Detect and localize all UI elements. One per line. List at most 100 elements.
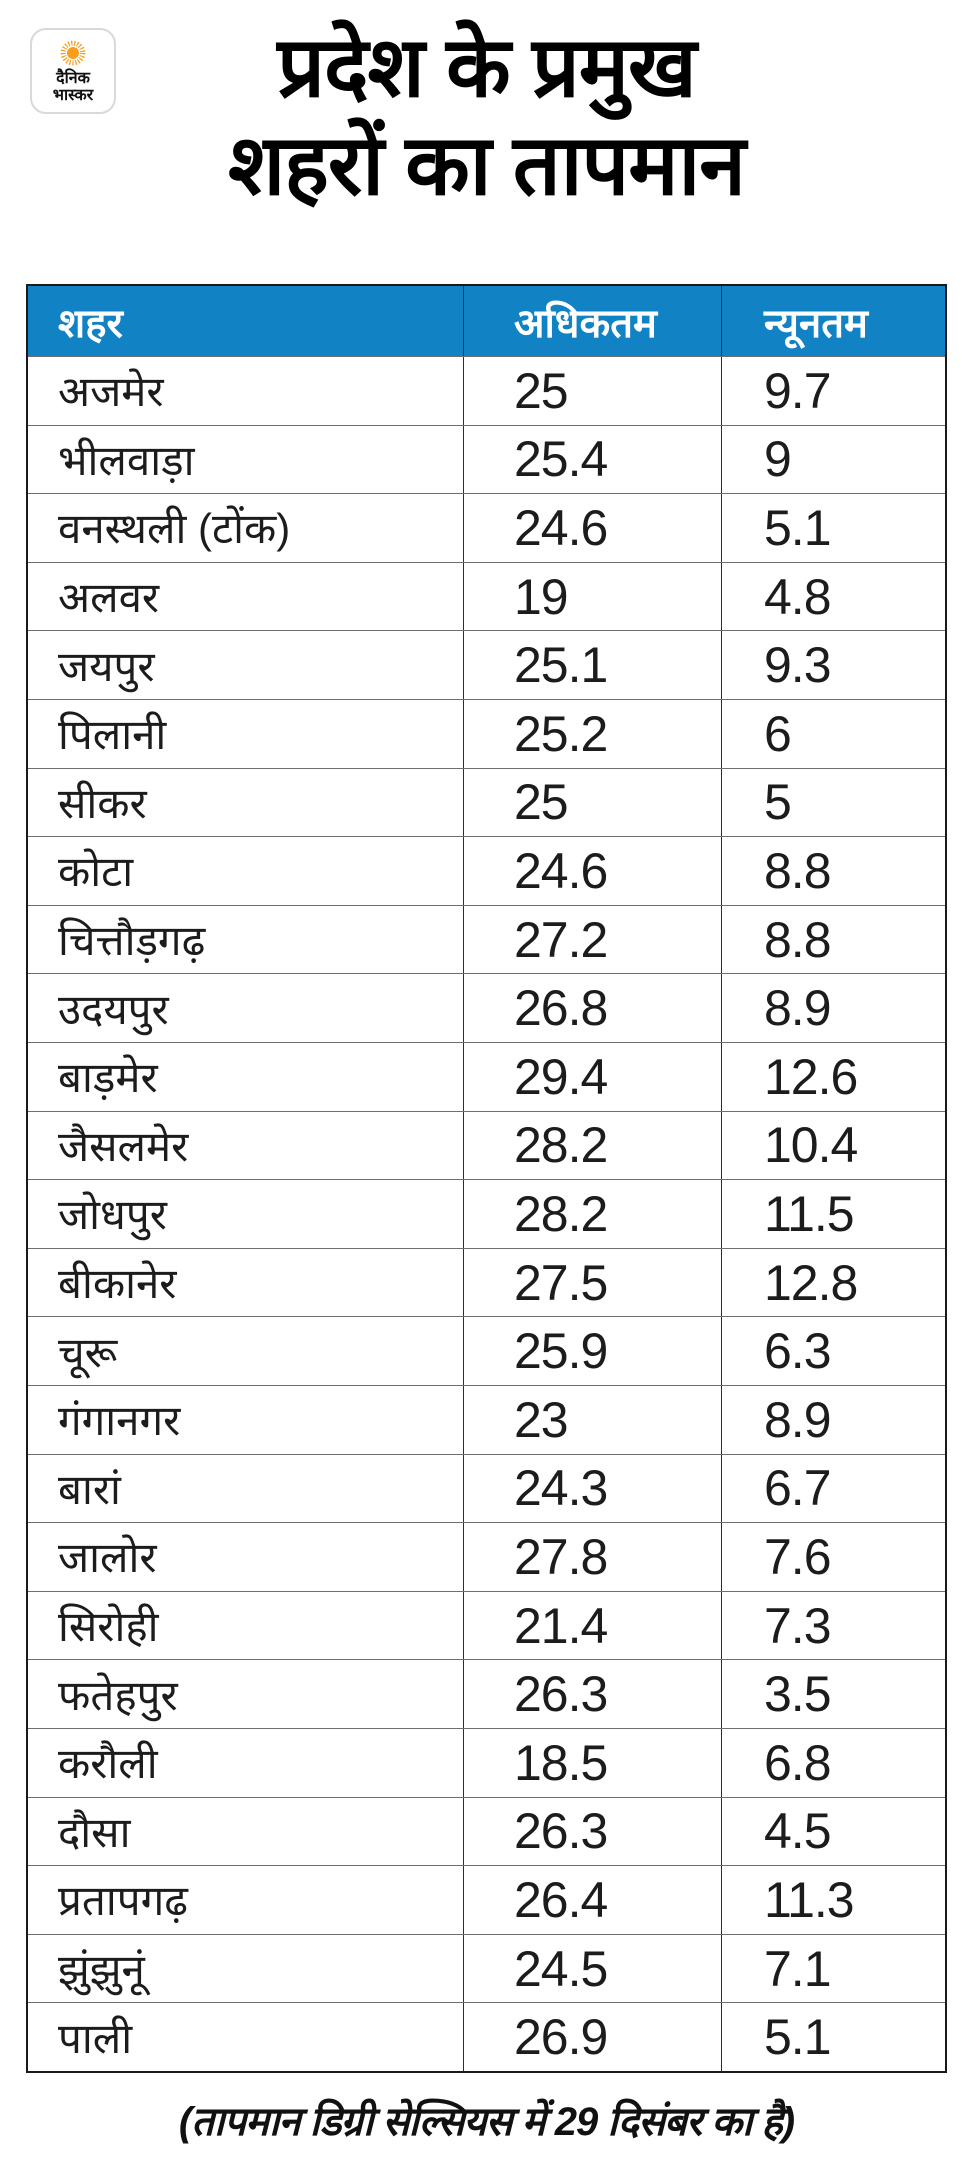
- cell-min: 8.8: [764, 911, 832, 968]
- cell-min: 6.7: [764, 1460, 832, 1517]
- cell-min: 9: [764, 431, 792, 488]
- cell-max: 24.6: [464, 494, 722, 562]
- table-row: बीकानेर 27.5 12.8: [28, 1247, 945, 1317]
- cell-min: 4.5: [764, 1803, 832, 1860]
- cell-max: 28.2: [464, 1180, 722, 1248]
- page-title-line1: प्रदेश के प्रमुख: [277, 20, 696, 114]
- cell-min: 9.3: [764, 637, 832, 694]
- table-row: चित्तौड़गढ़ 27.2 8.8: [28, 904, 945, 974]
- table-row: अजमेर 25 9.7: [28, 356, 945, 425]
- cell-city: प्रतापगढ़: [28, 1866, 464, 1934]
- cell-max: 28.2: [464, 1111, 722, 1180]
- cell-min: 11.5: [764, 1185, 855, 1242]
- cell-min: 3.5: [764, 1666, 832, 1723]
- cell-max: 24.6: [464, 837, 722, 905]
- table-row: जयपुर 25.1 9.3: [28, 630, 945, 699]
- cell-max: 25: [464, 768, 722, 837]
- cell-city: करौली: [28, 1728, 464, 1797]
- cell-min: 7.1: [764, 1940, 832, 1997]
- table-row: जालोर 27.8 7.6: [28, 1522, 945, 1591]
- cell-city: सीकर: [28, 768, 464, 837]
- table-row: गंगानगर 23 8.9: [28, 1384, 945, 1454]
- cell-city: सिरोही: [28, 1591, 464, 1660]
- table-row: सिरोही 21.4 7.3: [28, 1590, 945, 1660]
- cell-max: 26.4: [464, 1866, 722, 1934]
- cell-min: 12.6: [764, 1048, 858, 1105]
- cell-max: 27.2: [464, 905, 722, 974]
- table-row: फतेहपुर 26.3 3.5: [28, 1659, 945, 1728]
- table-row: जोधपुर 28.2 11.5: [28, 1179, 945, 1248]
- table-header-row: शहर अधिकतम न्यूनतम: [28, 286, 945, 356]
- cell-max: 25.2: [464, 699, 722, 768]
- cell-min: 9.7: [764, 362, 832, 419]
- header-cell-city: शहर: [28, 286, 464, 356]
- table-row: वनस्थली (टोंक) 24.6 5.1: [28, 493, 945, 562]
- cell-min: 11.3: [764, 1871, 855, 1928]
- table-row: पाली 26.9 5.1: [28, 2002, 945, 2071]
- cell-city: बाड़मेर: [28, 1042, 464, 1111]
- cell-max: 29.4: [464, 1042, 722, 1111]
- sunburst-icon: [60, 40, 86, 66]
- cell-min: 7.6: [764, 1528, 832, 1585]
- cell-max: 24.3: [464, 1454, 722, 1523]
- cell-city: झुंझुनूं: [28, 1934, 464, 2003]
- cell-min: 5: [764, 774, 792, 831]
- table-row: भीलवाड़ा 25.4 9: [28, 424, 945, 494]
- cell-max: 18.5: [464, 1728, 722, 1797]
- table-row: झुंझुनूं 24.5 7.1: [28, 1933, 945, 2003]
- logo-brand-line2: भास्कर: [52, 87, 94, 104]
- cell-city: जालोर: [28, 1523, 464, 1591]
- footer-note: (तापमान डिग्री सेल्सियस में 29 दिसंबर का…: [178, 2100, 795, 2144]
- table-row: पिलानी 25.2 6: [28, 698, 945, 768]
- cell-min: 6.8: [764, 1734, 832, 1791]
- table-row: उदयपुर 26.8 8.9: [28, 973, 945, 1042]
- cell-city: पाली: [28, 2003, 464, 2071]
- cell-max: 19: [464, 562, 722, 631]
- cell-max: 25.4: [464, 425, 722, 494]
- cell-max: 24.5: [464, 1934, 722, 2003]
- cell-city: उदयपुर: [28, 974, 464, 1042]
- cell-city: बारां: [28, 1454, 464, 1523]
- cell-min: 5.1: [764, 499, 832, 556]
- cell-max: 26.8: [464, 974, 722, 1042]
- cell-city: कोटा: [28, 837, 464, 905]
- cell-min: 8.9: [764, 1391, 832, 1448]
- cell-min: 5.1: [764, 2009, 832, 2066]
- cell-city: पिलानी: [28, 699, 464, 768]
- table-row: करौली 18.5 6.8: [28, 1727, 945, 1797]
- cell-min: 6.3: [764, 1323, 832, 1380]
- temperature-table: शहर अधिकतम न्यूनतम अजमेर 25 9.7 भीलवाड़ा 25.…: [26, 284, 947, 2073]
- cell-max: 25.9: [464, 1317, 722, 1385]
- cell-min: 12.8: [764, 1254, 858, 1311]
- cell-city: बीकानेर: [28, 1248, 464, 1317]
- cell-city: जयपुर: [28, 631, 464, 699]
- cell-min: 6: [764, 705, 792, 762]
- cell-min: 10.4: [764, 1117, 858, 1174]
- cell-max: 26.3: [464, 1797, 722, 1866]
- table-row: चूरू 25.9 6.3: [28, 1316, 945, 1385]
- cell-max: 25.1: [464, 631, 722, 699]
- table-row: जैसलमेर 28.2 10.4: [28, 1110, 945, 1180]
- cell-city: फतेहपुर: [28, 1660, 464, 1728]
- dainik-bhaskar-logo: दैनिक भास्कर: [30, 28, 116, 114]
- cell-city: जैसलमेर: [28, 1111, 464, 1180]
- cell-max: 26.9: [464, 2003, 722, 2071]
- page-title-line2: शहरों का तापमान: [228, 118, 746, 213]
- cell-city: भीलवाड़ा: [28, 425, 464, 494]
- cell-min: 7.3: [764, 1597, 832, 1654]
- cell-city: अलवर: [28, 562, 464, 631]
- cell-max: 26.3: [464, 1660, 722, 1728]
- cell-min: 4.8: [764, 568, 832, 625]
- header-cell-min: न्यूनतम: [764, 301, 868, 346]
- table-row: दौसा 26.3 4.5: [28, 1796, 945, 1866]
- cell-city: अजमेर: [28, 357, 464, 425]
- table-row: सीकर 25 5: [28, 767, 945, 837]
- cell-max: 27.5: [464, 1248, 722, 1317]
- table-row: बारां 24.3 6.7: [28, 1453, 945, 1523]
- page-title: प्रदेश के प्रमुख शहरों का तापमान: [0, 18, 973, 215]
- cell-city: जोधपुर: [28, 1180, 464, 1248]
- table-row: प्रतापगढ़ 26.4 11.3: [28, 1865, 945, 1934]
- table-row: अलवर 19 4.8: [28, 561, 945, 631]
- table-row: बाड़मेर 29.4 12.6: [28, 1041, 945, 1111]
